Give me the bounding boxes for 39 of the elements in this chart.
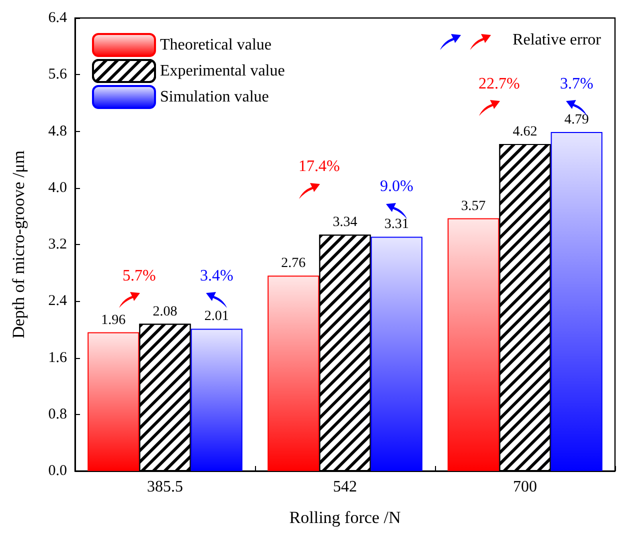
y-tick-label: 0.0 — [48, 463, 67, 479]
y-axis-title: Depth of micro-groove /μm — [9, 150, 28, 339]
legend-label: Experimental value — [160, 62, 285, 80]
y-tick-label: 6.4 — [48, 10, 68, 26]
y-tick-label: 4.0 — [48, 180, 67, 196]
bar — [448, 218, 500, 471]
annotation: 22.7% — [478, 75, 520, 92]
data-label: 3.57 — [461, 198, 486, 214]
bar — [550, 132, 602, 471]
x-tick-label: 385.5 — [147, 478, 183, 496]
y-tick-label: 2.4 — [48, 293, 68, 310]
bar — [268, 276, 320, 471]
data-label: 1.96 — [101, 312, 126, 328]
data-label: 4.79 — [564, 112, 589, 128]
data-label: 2.08 — [152, 304, 178, 320]
bar — [370, 236, 422, 471]
legend-label: Simulation value — [160, 88, 269, 106]
annotation: 3.4% — [200, 267, 234, 284]
y-tick-label: 1.6 — [48, 350, 68, 366]
y-tick-label: 4.8 — [48, 123, 67, 140]
data-label: 2.76 — [281, 256, 306, 272]
data-label: 3.31 — [384, 217, 409, 232]
y-tick-label: 5.6 — [48, 66, 68, 83]
y-tick-label: 0.8 — [48, 406, 67, 422]
data-label: 2.01 — [204, 309, 229, 324]
data-label: 4.62 — [512, 124, 538, 140]
annotation: 5.7% — [122, 267, 156, 284]
y-tick-label: 3.2 — [48, 236, 67, 252]
annotation: 3.7% — [560, 75, 594, 92]
bar — [190, 328, 242, 471]
annotation: 17.4% — [298, 158, 340, 176]
x-tick-label: 542 — [333, 478, 357, 496]
bar — [88, 332, 140, 471]
legend-label: Theoretical value — [160, 36, 272, 54]
x-tick-label: 700 — [513, 478, 537, 496]
x-axis-title: Rolling force /N — [289, 508, 401, 527]
data-label: 3.34 — [332, 215, 358, 230]
annotation: Relative error — [512, 32, 602, 48]
annotation: 9.0% — [380, 178, 414, 196]
